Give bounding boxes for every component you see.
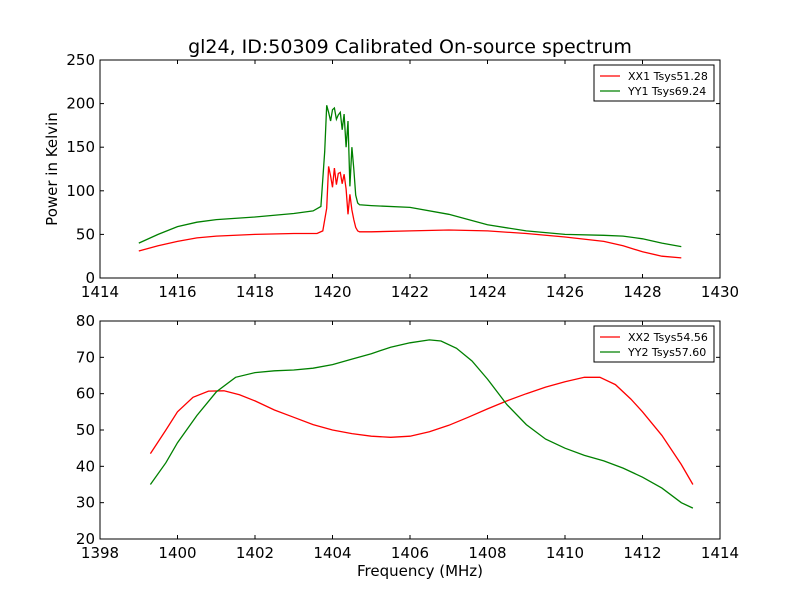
series-line-2 — [138, 105, 682, 248]
y-tick-label: 50 — [76, 421, 95, 439]
series-line-2 — [149, 339, 694, 509]
x-axis-label: Frequency (MHz) — [357, 562, 483, 580]
x-tick-label: 1426 — [546, 283, 584, 301]
y-tick-label: 40 — [76, 457, 95, 475]
series-line-1 — [138, 166, 682, 259]
x-tick-label: 1416 — [158, 283, 196, 301]
legend-label: XX2 Tsys54.56 — [628, 331, 708, 344]
x-tick-label: 1418 — [236, 283, 274, 301]
x-tick-label: 1430 — [701, 283, 739, 301]
x-tick-label: 1404 — [313, 544, 351, 562]
x-tick-label: 1414 — [701, 544, 739, 562]
x-tick-label: 1428 — [623, 283, 661, 301]
x-tick-label: 1410 — [546, 544, 584, 562]
series-line-1 — [149, 376, 694, 485]
chart-title: gl24, ID:50309 Calibrated On-source spec… — [188, 36, 632, 58]
x-tick-label: 1398 — [81, 544, 119, 562]
x-tick-label: 1400 — [158, 544, 196, 562]
y-tick-label: 100 — [66, 182, 95, 200]
x-tick-label: 1406 — [391, 544, 429, 562]
x-tick-label: 1422 — [391, 283, 429, 301]
bottom-plot: 1398 1400 1402 1404 1406 1408 1410 1412 1414 20 30… — [76, 312, 739, 580]
x-tick-label: 1412 — [623, 544, 661, 562]
y-tick-label: 70 — [76, 348, 95, 366]
y-tick-label: 80 — [76, 312, 95, 330]
y-tick-label: 60 — [76, 385, 95, 403]
y-tick-label: 200 — [66, 95, 95, 113]
top-plot: 1414 1416 1418 1420 1422 1424 1426 1428 1430 0 50 1… — [43, 51, 739, 301]
y-tick-label: 0 — [85, 269, 95, 287]
y-tick-label: 30 — [76, 494, 95, 512]
x-tick-label: 1424 — [468, 283, 506, 301]
y-tick-label: 50 — [76, 225, 95, 243]
x-tick-label: 1402 — [236, 544, 274, 562]
y-tick-label: 20 — [76, 530, 95, 548]
legend-box — [593, 64, 715, 102]
x-tick-label: 1420 — [313, 283, 351, 301]
legend-label: YY2 Tsys57.60 — [627, 346, 706, 359]
x-tick-label: 1414 — [81, 283, 119, 301]
legend: XX1 Tsys51.28 YY1 Tsys69.24 — [593, 64, 715, 102]
legend-box — [593, 325, 715, 363]
y-tick-label: 250 — [66, 51, 95, 69]
legend-label: XX1 Tsys51.28 — [628, 70, 708, 83]
legend: XX2 Tsys54.56 YY2 Tsys57.60 — [593, 325, 715, 363]
y-axis-label: Power in Kelvin — [43, 112, 61, 226]
legend-label: YY1 Tsys69.24 — [627, 85, 706, 98]
y-tick-label: 150 — [66, 138, 95, 156]
x-tick-label: 1408 — [468, 544, 506, 562]
